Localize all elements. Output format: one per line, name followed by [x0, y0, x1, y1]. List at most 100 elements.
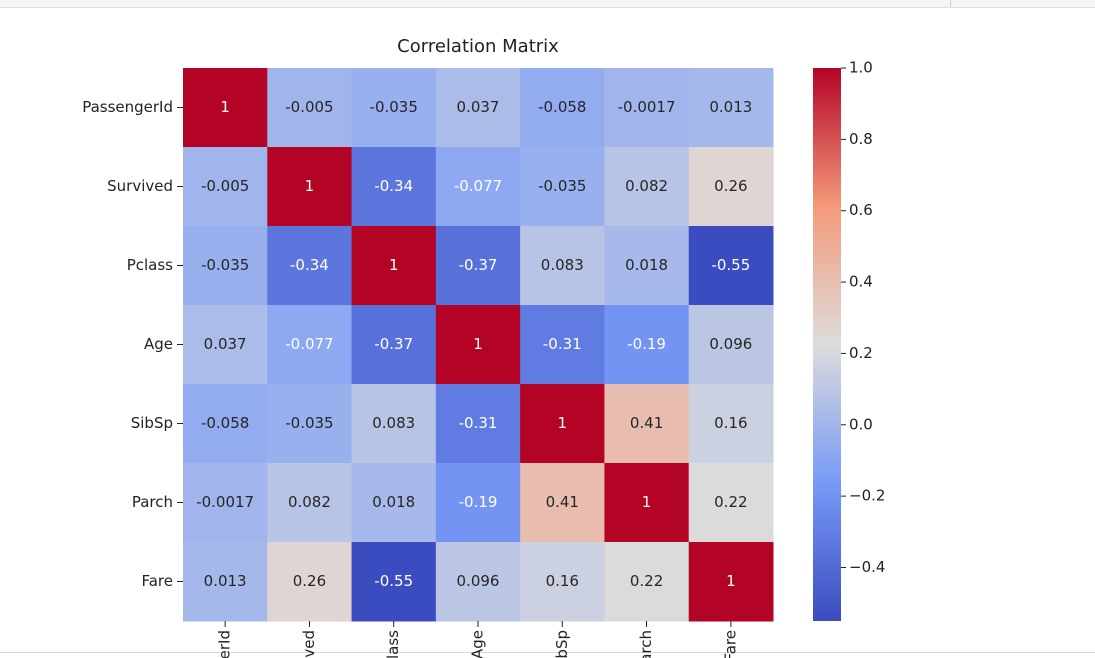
heatmap-cell — [183, 68, 268, 148]
cell-label: 0.013 — [709, 98, 752, 116]
cell-label: 0.083 — [372, 414, 415, 432]
cell-label: 0.26 — [293, 572, 326, 590]
cell-label: -0.37 — [374, 335, 413, 353]
cell-label: -0.31 — [459, 414, 498, 432]
cell-label: 1 — [305, 177, 315, 195]
heatmap-cell — [351, 384, 437, 464]
heatmap-cell — [435, 384, 521, 464]
x-tick-label: Fare — [721, 630, 739, 658]
cell-label: 0.037 — [204, 335, 247, 353]
cell-label: 1 — [558, 414, 568, 432]
cell-label: 0.16 — [546, 572, 579, 590]
x-tick-label: Survived — [300, 630, 318, 658]
heatmap-cell — [604, 542, 690, 622]
y-tick-label: SibSp — [131, 414, 173, 432]
cell-label: 0.16 — [714, 414, 747, 432]
colorbar-tick-label: 0.8 — [849, 130, 873, 148]
heatmap-cell — [688, 463, 774, 543]
y-tick-label: Survived — [107, 177, 173, 195]
heatmap-cell — [435, 68, 521, 148]
colorbar-tick-label: −0.4 — [849, 558, 885, 576]
cell-label: 0.096 — [709, 335, 752, 353]
heatmap-cell — [520, 384, 605, 464]
cell-label: 1 — [389, 256, 399, 274]
cell-label: -0.077 — [454, 177, 502, 195]
heatmap-cell — [267, 384, 353, 464]
cell-label: 0.41 — [546, 493, 579, 511]
colorbar-tick-label: −0.2 — [849, 487, 885, 505]
heatmap-cell — [267, 68, 353, 148]
heatmap-cell — [351, 463, 437, 543]
heatmap-cell — [351, 68, 437, 148]
heatmap-cell — [183, 147, 268, 227]
x-tick-label: SibSp — [553, 630, 571, 658]
cell-label: -0.19 — [627, 335, 666, 353]
x-tick-label: Parch — [637, 630, 655, 658]
cell-label: 0.22 — [714, 493, 747, 511]
cell-label: -0.058 — [538, 98, 586, 116]
heatmap-cell — [267, 305, 353, 385]
colorbar-tick-label: 1.0 — [849, 59, 873, 77]
heatmap-cell — [520, 305, 605, 385]
cell-label: -0.37 — [459, 256, 498, 274]
y-tick-label: Fare — [141, 572, 173, 590]
cell-label: 0.018 — [372, 493, 415, 511]
x-tick-label: PassengerId — [216, 630, 234, 658]
heatmap-cell — [351, 542, 437, 622]
cell-label: -0.005 — [285, 98, 333, 116]
colorbar-tick-label: 0.6 — [849, 201, 873, 219]
heatmap-cell — [604, 305, 690, 385]
heatmap-cell — [351, 305, 437, 385]
cell-label: 0.013 — [204, 572, 247, 590]
cell-label: -0.55 — [374, 572, 413, 590]
cell-label: 0.037 — [457, 98, 500, 116]
cell-label: -0.035 — [285, 414, 333, 432]
heatmap-cell — [604, 226, 690, 306]
heatmap-cell — [435, 226, 521, 306]
cell-label: 0.41 — [630, 414, 663, 432]
heatmap-cell — [183, 305, 268, 385]
colorbar-tick-label: 0.2 — [849, 344, 873, 362]
cell-label: -0.34 — [290, 256, 329, 274]
heatmap-cell — [267, 226, 353, 306]
cell-label: 0.096 — [457, 572, 500, 590]
cell-label: -0.31 — [543, 335, 582, 353]
cell-label: -0.0017 — [618, 98, 676, 116]
cell-label: -0.19 — [459, 493, 498, 511]
top-bar — [0, 0, 1095, 7]
cell-label: -0.0017 — [196, 493, 254, 511]
heatmap-cell — [183, 384, 268, 464]
heatmap-cell — [520, 542, 605, 622]
x-tick-label: Pclass — [384, 630, 402, 658]
heatmap-cell — [183, 542, 268, 622]
heatmap-cell — [435, 147, 521, 227]
heatmap-cell — [688, 68, 774, 148]
y-tick-label: Age — [144, 335, 173, 353]
cell-label: -0.058 — [201, 414, 249, 432]
heatmap-cell — [183, 226, 268, 306]
colorbar — [813, 68, 841, 621]
cell-label: 0.018 — [625, 256, 668, 274]
heatmap-cell — [688, 226, 774, 306]
colorbar-tick-label: 0.4 — [849, 273, 873, 291]
heatmap-cell — [688, 542, 774, 622]
cell-label: -0.34 — [374, 177, 413, 195]
cell-label: 0.082 — [288, 493, 331, 511]
heatmap-cell — [183, 463, 268, 543]
heatmap-cell — [267, 463, 353, 543]
y-tick-label: Pclass — [127, 256, 173, 274]
cell-label: -0.035 — [201, 256, 249, 274]
heatmap-cell — [520, 463, 605, 543]
heatmap-cell — [435, 463, 521, 543]
heatmap-cell — [604, 463, 690, 543]
heatmap-cell — [435, 305, 521, 385]
heatmap-cell — [688, 147, 774, 227]
heatmap-cell — [520, 226, 605, 306]
y-tick-label: Parch — [132, 493, 173, 511]
heatmap-cell — [351, 226, 437, 306]
cell-label: 0.083 — [541, 256, 584, 274]
heatmap-cell — [520, 68, 605, 148]
heatmap-cell — [604, 147, 690, 227]
cell-label: -0.077 — [285, 335, 333, 353]
